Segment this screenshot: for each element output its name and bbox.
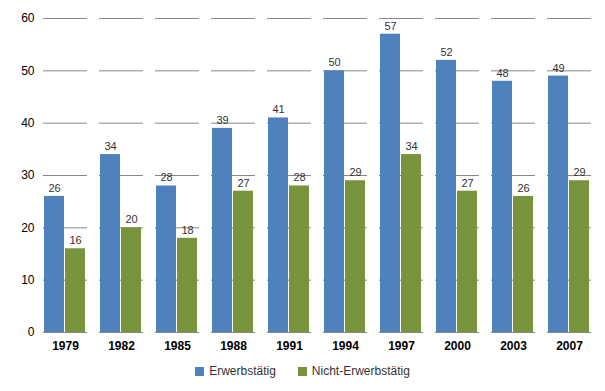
svg-text:50: 50 <box>21 64 35 78</box>
svg-text:2000: 2000 <box>444 339 471 353</box>
svg-text:28: 28 <box>160 171 172 183</box>
svg-text:18: 18 <box>181 224 193 236</box>
svg-text:41: 41 <box>272 103 284 115</box>
svg-text:1982: 1982 <box>108 339 135 353</box>
svg-text:57: 57 <box>384 20 396 32</box>
svg-text:27: 27 <box>237 177 249 189</box>
svg-text:52: 52 <box>440 46 452 58</box>
svg-text:10: 10 <box>21 273 35 287</box>
svg-text:34: 34 <box>405 140 417 152</box>
svg-text:29: 29 <box>349 166 361 178</box>
svg-text:1997: 1997 <box>388 339 415 353</box>
svg-text:1985: 1985 <box>164 339 191 353</box>
svg-text:1991: 1991 <box>276 339 303 353</box>
svg-text:34: 34 <box>104 140 116 152</box>
svg-text:39: 39 <box>216 114 228 126</box>
svg-text:60: 60 <box>21 11 35 25</box>
svg-text:16: 16 <box>69 234 81 246</box>
svg-text:20: 20 <box>125 213 137 225</box>
svg-text:0: 0 <box>28 325 35 339</box>
svg-text:1988: 1988 <box>220 339 247 353</box>
svg-text:29: 29 <box>573 166 585 178</box>
html-text:Erwerbstätig: Erwerbstätig <box>209 364 276 378</box>
svg-text:2007: 2007 <box>556 339 583 353</box>
svg-text:2003: 2003 <box>500 339 527 353</box>
svg-text:27: 27 <box>461 177 473 189</box>
svg-text:26: 26 <box>517 182 529 194</box>
svg-text:49: 49 <box>552 62 564 74</box>
svg-text:48: 48 <box>496 67 508 79</box>
svg-text:20: 20 <box>21 221 35 235</box>
svg-text:40: 40 <box>21 116 35 130</box>
html-text:Nicht-Erwerbstätig: Nicht-Erwerbstätig <box>311 364 410 378</box>
svg-text:1994: 1994 <box>332 339 359 353</box>
svg-text:28: 28 <box>293 171 305 183</box>
svg-text:30: 30 <box>21 168 35 182</box>
svg-text:50: 50 <box>328 56 340 68</box>
svg-text:26: 26 <box>48 182 60 194</box>
svg-text:1979: 1979 <box>52 339 79 353</box>
